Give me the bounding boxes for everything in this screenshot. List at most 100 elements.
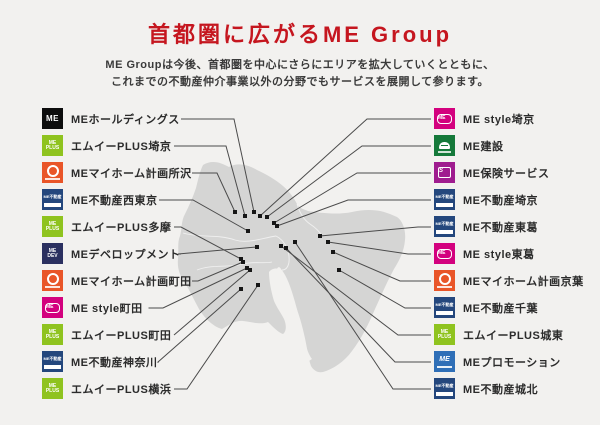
- company-label: MEデベロップメント: [71, 248, 181, 261]
- connector-line: [327, 241, 431, 255]
- company-label: ME不動産千葉: [463, 302, 538, 315]
- company-label: MEプロモーション: [463, 356, 561, 369]
- company-label: ME不動産西東京: [71, 194, 158, 207]
- company-label: MEマイホーム計画京葉: [463, 275, 584, 288]
- connector-line: [192, 261, 244, 282]
- connector-line: [192, 172, 236, 213]
- map-dot: [256, 283, 260, 287]
- map-dot: [246, 229, 250, 233]
- company-label: ME不動産神奈川: [71, 356, 158, 369]
- connector-line: [285, 247, 431, 363]
- connector-line: [174, 226, 242, 260]
- holdings-logo-icon: ME: [42, 108, 63, 129]
- company-label: MEマイホーム計画所沢: [71, 167, 192, 180]
- company-row: ME MEプロモーション: [434, 351, 561, 372]
- connector-line: [177, 246, 258, 255]
- connector-line: [181, 118, 255, 213]
- hoken-logo-icon: S: [434, 162, 455, 183]
- connector-line: [174, 284, 259, 390]
- header: 首都圏に広がるME Group ME Groupは今後、首都圏を中心にさらにエリ…: [0, 0, 600, 91]
- company-label: エムイーPLUS町田: [71, 329, 172, 342]
- map-dot: [255, 245, 259, 249]
- company-label: MEホールディングス: [71, 113, 180, 126]
- fudosan-logo-icon: ME不動産: [42, 189, 63, 210]
- company-row: ME PLUS エムイーPLUS横浜: [42, 378, 171, 399]
- promotion-logo-icon: ME: [434, 351, 455, 372]
- connector-line: [338, 269, 431, 309]
- connector-line: [294, 241, 431, 390]
- map-dot: [252, 210, 256, 214]
- company-label: ME不動産東葛: [463, 221, 538, 234]
- subtitle-line-1: ME Groupは今後、首都圏を中心にさらにエリアを拡大していくとともに、: [105, 59, 495, 71]
- map-dot: [279, 244, 283, 248]
- style-logo-icon: ME: [434, 243, 455, 264]
- connector-line: [159, 199, 249, 232]
- company-row: MEマイホーム計画京葉: [434, 270, 584, 291]
- company-label: ME不動産埼京: [463, 194, 538, 207]
- plus-logo-icon: ME PLUS: [434, 324, 455, 345]
- company-label: ME style埼京: [463, 113, 535, 126]
- fudosan-logo-icon: ME不動産: [434, 189, 455, 210]
- map-dot: [331, 250, 335, 254]
- fudosan-logo-icon: ME不動産: [434, 297, 455, 318]
- map-dot: [258, 214, 262, 218]
- map-dot: [265, 215, 269, 219]
- myhome-logo-icon: [42, 270, 63, 291]
- map-dot: [293, 240, 297, 244]
- company-row: ME ME style埼京: [434, 108, 535, 129]
- tokyo-bay-shape: [276, 267, 312, 363]
- map-dot: [318, 234, 322, 238]
- company-label: エムイーPLUS横浜: [71, 383, 172, 396]
- company-row: MEマイホーム計画町田: [42, 270, 192, 291]
- company-row: ME不動産 ME不動産東葛: [434, 216, 538, 237]
- map-dot: [241, 260, 245, 264]
- fudosan-logo-icon: ME不動産: [434, 216, 455, 237]
- map-dot: [239, 257, 243, 261]
- connector-line: [332, 251, 431, 282]
- page-title: 首都圏に広がるME Group: [147, 22, 453, 47]
- company-label: ME style町田: [71, 302, 143, 315]
- connector-line: [156, 288, 242, 363]
- map-dot: [233, 210, 237, 214]
- company-row: ME PLUS エムイーPLUS多摩: [42, 216, 171, 237]
- connector-line: [319, 226, 431, 237]
- connector-line: [266, 145, 431, 218]
- company-label: ME建設: [463, 140, 504, 153]
- plus-logo-icon: ME PLUS: [42, 324, 63, 345]
- connector-lines: [148, 118, 431, 390]
- company-row: ME不動産 ME不動産城北: [434, 378, 538, 399]
- plus-logo-icon: ME PLUS: [42, 135, 63, 156]
- map-dot: [275, 224, 279, 228]
- company-row: ME不動産 ME不動産千葉: [434, 297, 538, 318]
- company-row: ME不動産 ME不動産埼京: [434, 189, 538, 210]
- connector-line: [273, 172, 431, 224]
- company-row: ME PLUS エムイーPLUS城東: [434, 324, 563, 345]
- map-dot: [326, 240, 330, 244]
- fudosan-logo-icon: ME不動産: [434, 378, 455, 399]
- map-dots: [233, 210, 341, 291]
- style-logo-icon: ME: [434, 108, 455, 129]
- company-label: エムイーPLUS多摩: [71, 221, 172, 234]
- company-row: ME不動産 ME不動産神奈川: [42, 351, 158, 372]
- map-dot: [239, 287, 243, 291]
- company-label: ME保険サービス: [463, 167, 550, 180]
- subtitle-line-2: これまでの不動産仲介事業以外の分野でもサービスを展開して参ります。: [110, 76, 490, 88]
- connector-line: [259, 118, 431, 217]
- company-row: ME MEホールディングス: [42, 108, 180, 129]
- style-logo-icon: ME: [42, 297, 63, 318]
- company-row: ME建設: [434, 135, 504, 156]
- kensetsu-logo-icon: [434, 135, 455, 156]
- company-label: ME style東葛: [463, 248, 535, 261]
- map-dot: [245, 266, 249, 270]
- map-dot: [284, 246, 288, 250]
- plus-logo-icon: ME PLUS: [42, 216, 63, 237]
- map-dot: [243, 214, 247, 218]
- myhome-logo-icon: [42, 162, 63, 183]
- company-row: ME不動産 ME不動産西東京: [42, 189, 158, 210]
- fudosan-logo-icon: ME不動産: [42, 351, 63, 372]
- connector-line: [173, 269, 251, 336]
- company-label: ME不動産城北: [463, 383, 538, 396]
- company-row: S ME保険サービス: [434, 162, 550, 183]
